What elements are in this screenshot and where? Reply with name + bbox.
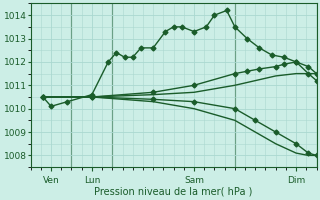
X-axis label: Pression niveau de la mer( hPa ): Pression niveau de la mer( hPa ) xyxy=(94,187,253,197)
